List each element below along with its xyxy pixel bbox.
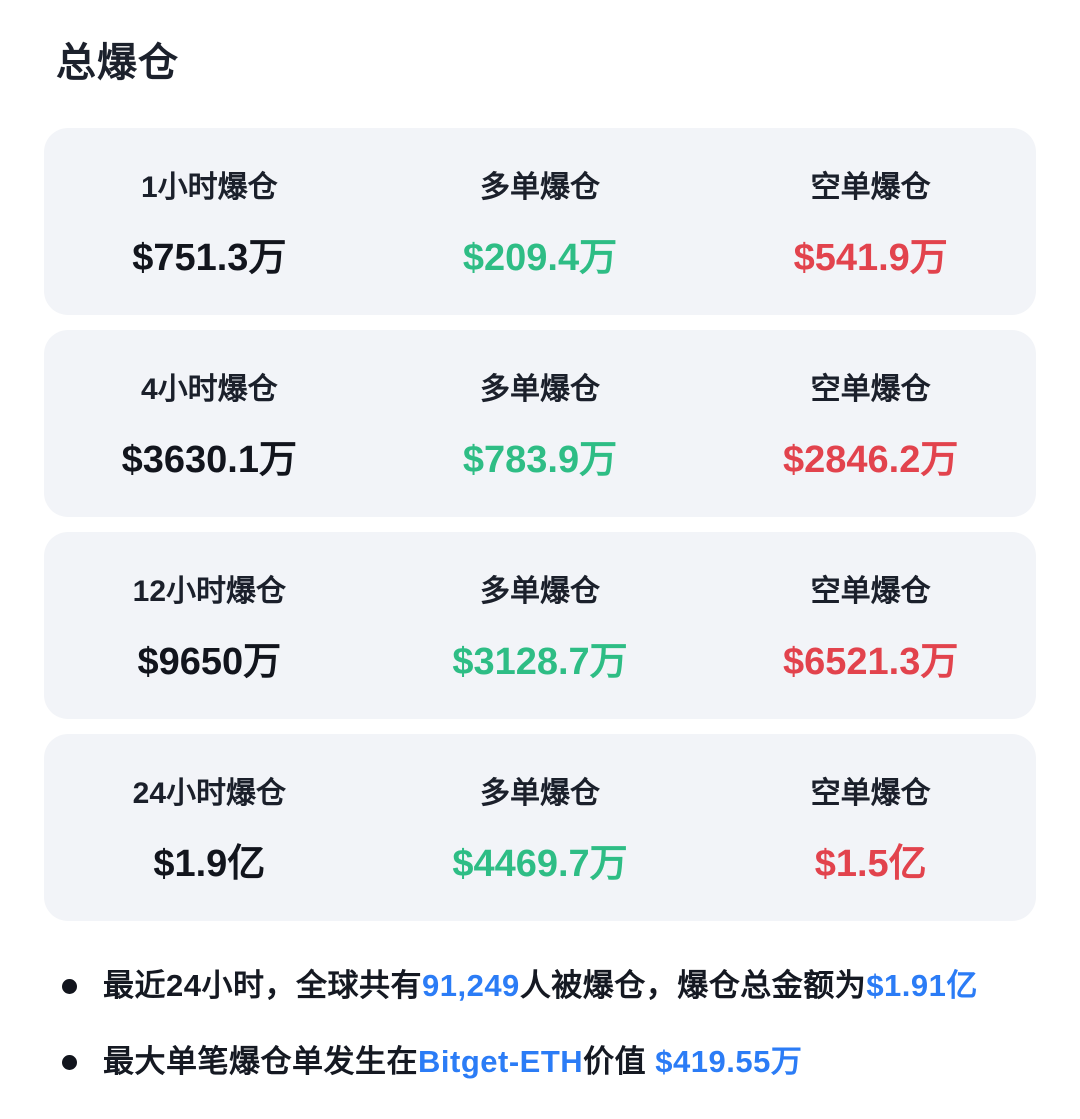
total-value: $751.3万 (132, 237, 287, 279)
long-value: $209.4万 (462, 237, 618, 279)
bullet-icon (62, 979, 77, 994)
note-highlight-pair: Bitget-ETH (418, 1044, 584, 1079)
period-label: 4小时爆仓 (140, 373, 278, 406)
long-label: 多单爆仓 (480, 575, 600, 608)
note-highlight-amount: $1.91亿 (866, 968, 978, 1003)
note-text: 最近24小时，全球共有 (103, 968, 422, 1003)
short-column: 空单爆仓 $1.5亿 (705, 768, 1036, 887)
period-label: 24小时爆仓 (132, 777, 287, 810)
total-column: 24小时爆仓 $1.9亿 (44, 768, 375, 887)
short-column: 空单爆仓 $6521.3万 (705, 566, 1036, 685)
note-highlight-count: 91,249 (421, 968, 520, 1003)
liquidation-card-12h: 12小时爆仓 $9650万 多单爆仓 $3128.7万 空单爆仓 $6521.3… (44, 532, 1036, 719)
liquidation-card-1h: 1小时爆仓 $751.3万 多单爆仓 $209.4万 空单爆仓 $541.9万 (44, 128, 1036, 315)
short-label: 空单爆仓 (810, 171, 931, 204)
short-column: 空单爆仓 $541.9万 (705, 162, 1036, 281)
long-label: 多单爆仓 (480, 171, 600, 204)
total-column: 12小时爆仓 $9650万 (44, 566, 375, 685)
short-value: $541.9万 (793, 237, 948, 279)
long-column: 多单爆仓 $783.9万 (375, 364, 706, 483)
short-label: 空单爆仓 (810, 575, 931, 608)
note-highlight-amount: $419.55万 (655, 1044, 803, 1079)
long-column: 多单爆仓 $4469.7万 (375, 768, 706, 887)
total-value: $9650万 (137, 641, 282, 683)
total-column: 4小时爆仓 $3630.1万 (44, 364, 375, 483)
long-label: 多单爆仓 (480, 373, 600, 406)
long-value: $3128.7万 (452, 641, 628, 683)
total-value: $1.9亿 (153, 843, 266, 885)
short-column: 空单爆仓 $2846.2万 (705, 364, 1036, 483)
short-value: $6521.3万 (782, 641, 959, 683)
note-text: 人被爆仓，爆仓总金额为 (519, 968, 867, 1003)
note-text: 最大单笔爆仓单发生在 (103, 1044, 418, 1079)
short-value: $2846.2万 (782, 439, 959, 481)
liquidation-card-4h: 4小时爆仓 $3630.1万 多单爆仓 $783.9万 空单爆仓 $2846.2… (44, 330, 1036, 517)
note-text-wrap: 最大单笔爆仓单发生在Bitget-ETH价值 $419.55万 (103, 1041, 802, 1083)
long-value: $783.9万 (462, 439, 618, 481)
short-label: 空单爆仓 (810, 373, 931, 406)
summary-notes: 最近24小时，全球共有91,249人被爆仓，爆仓总金额为$1.91亿 最大单笔爆… (62, 965, 1040, 1083)
long-value: $4469.7万 (452, 843, 628, 885)
note-text: 价值 (583, 1044, 656, 1079)
liquidation-cards: 1小时爆仓 $751.3万 多单爆仓 $209.4万 空单爆仓 $541.9万 … (44, 128, 1036, 921)
note-largest-order: 最大单笔爆仓单发生在Bitget-ETH价值 $419.55万 (62, 1041, 1040, 1083)
page-title: 总爆仓 (56, 41, 179, 85)
total-column: 1小时爆仓 $751.3万 (44, 162, 375, 281)
short-label: 空单爆仓 (810, 777, 931, 810)
period-label: 1小时爆仓 (140, 171, 278, 204)
short-value: $1.5亿 (814, 843, 927, 885)
liquidation-card-24h: 24小时爆仓 $1.9亿 多单爆仓 $4469.7万 空单爆仓 $1.5亿 (44, 734, 1036, 921)
long-label: 多单爆仓 (480, 777, 600, 810)
total-value: $3630.1万 (121, 439, 298, 481)
long-column: 多单爆仓 $209.4万 (375, 162, 706, 281)
bullet-icon (62, 1055, 77, 1070)
period-label: 12小时爆仓 (132, 575, 287, 608)
note-text-wrap: 最近24小时，全球共有91,249人被爆仓，爆仓总金额为$1.91亿 (103, 965, 978, 1007)
long-column: 多单爆仓 $3128.7万 (375, 566, 706, 685)
note-24h-summary: 最近24小时，全球共有91,249人被爆仓，爆仓总金额为$1.91亿 (62, 965, 1040, 1007)
